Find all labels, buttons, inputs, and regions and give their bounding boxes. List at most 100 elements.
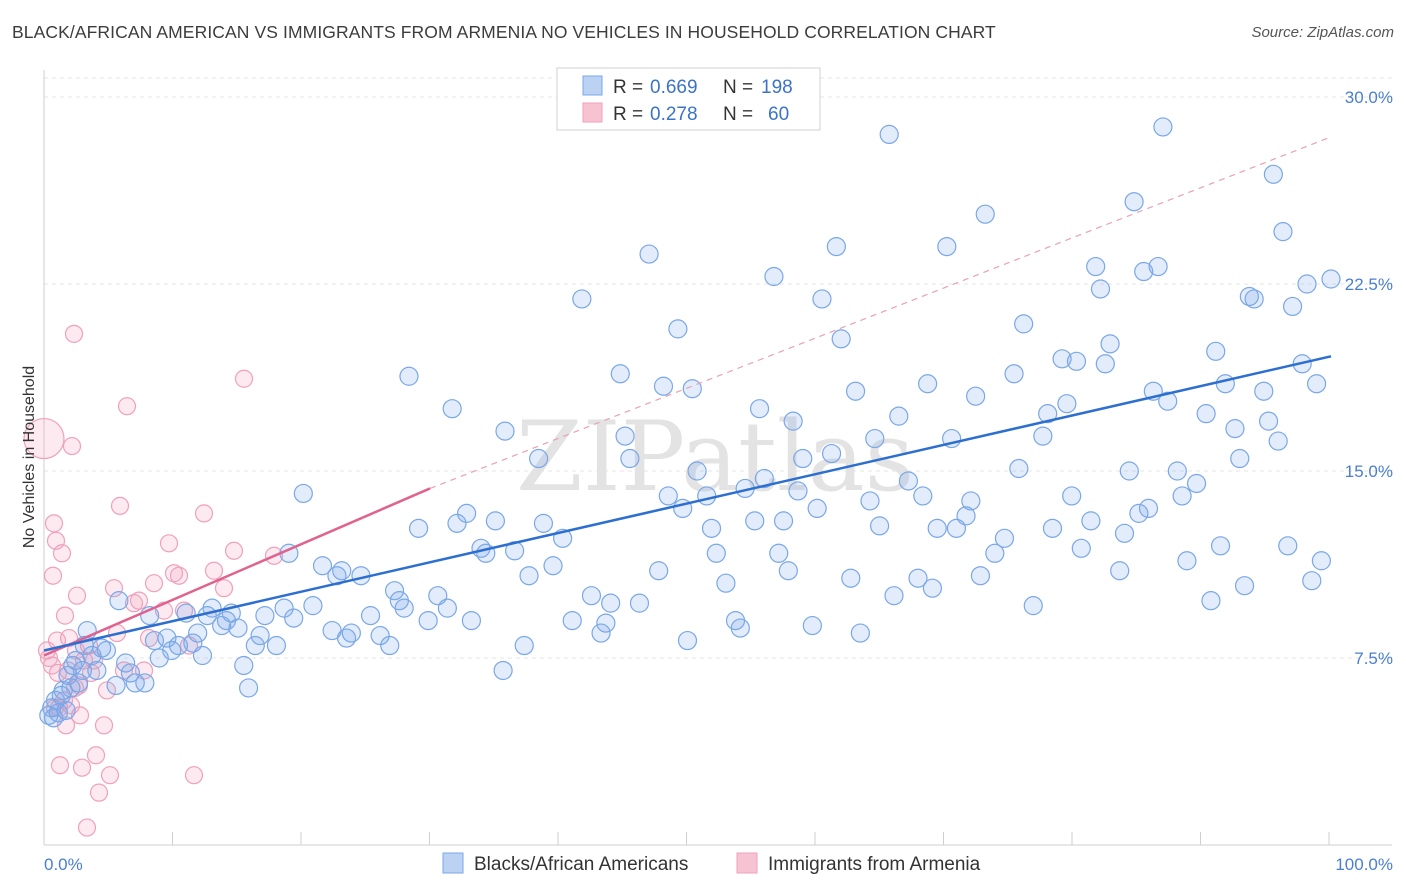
point-armenia <box>64 324 84 343</box>
point-blacks <box>1273 222 1293 242</box>
point-blacks <box>812 289 832 309</box>
point-blacks <box>1038 404 1058 424</box>
point-blacks <box>442 399 462 419</box>
point-armenia <box>214 579 234 598</box>
legend-r-value-1: 0.669 <box>650 77 698 98</box>
point-armenia <box>72 758 92 777</box>
point-blacks <box>1282 296 1303 317</box>
point-blacks <box>773 511 794 531</box>
point-blacks <box>456 503 477 523</box>
point-blacks <box>1186 473 1207 494</box>
point-armenia <box>55 606 75 625</box>
point-blacks <box>898 471 919 491</box>
point-armenia <box>104 579 124 598</box>
point-blacks <box>807 498 827 518</box>
point-blacks <box>332 561 352 581</box>
point-blacks <box>63 655 83 676</box>
point-blacks <box>802 615 822 636</box>
point-blacks <box>1321 269 1341 289</box>
point-blacks <box>53 680 73 701</box>
point-blacks <box>581 586 602 606</box>
point-blacks <box>1095 354 1115 374</box>
point-blacks <box>1066 351 1087 371</box>
point-armenia <box>23 417 65 460</box>
point-blacks <box>293 483 313 504</box>
point-blacks <box>399 366 419 386</box>
point-armenia <box>144 574 164 593</box>
point-blacks <box>461 610 481 631</box>
point-blacks <box>601 593 621 613</box>
point-blacks <box>1278 536 1298 556</box>
point-blacks <box>754 468 774 489</box>
point-blacks <box>514 635 534 656</box>
point-blacks <box>1129 503 1149 523</box>
point-blacks <box>1090 279 1111 299</box>
point-blacks <box>144 630 165 651</box>
point-armenia <box>124 594 144 613</box>
point-blacks <box>437 598 457 618</box>
legend-box: R = 0.669 N = 198 R = 0.278 N = 60 <box>556 67 821 131</box>
point-blacks <box>341 623 361 643</box>
point-blacks <box>788 481 808 501</box>
point-blacks <box>266 635 287 656</box>
point-blacks <box>615 426 635 446</box>
point-blacks <box>125 673 145 693</box>
point-blacks <box>850 623 870 643</box>
point-blacks <box>658 486 678 506</box>
point-blacks <box>360 606 381 626</box>
point-blacks <box>845 381 866 401</box>
point-blacks <box>447 513 467 533</box>
point-blacks <box>1311 551 1331 571</box>
point-blacks <box>162 640 182 661</box>
point-armenia <box>100 766 120 785</box>
point-blacks <box>1052 349 1072 369</box>
point-blacks <box>135 673 155 693</box>
point-armenia <box>43 566 63 585</box>
point-blacks <box>284 608 304 628</box>
legend-swatch-armenia <box>582 102 603 123</box>
trend-armenia-extension <box>429 136 1332 490</box>
point-blacks <box>120 663 141 683</box>
point-blacks <box>1206 341 1226 361</box>
point-blacks <box>168 635 189 656</box>
point-blacks <box>384 581 405 601</box>
x-tick-label: 100.0% <box>1335 855 1393 874</box>
point-blacks <box>927 518 947 538</box>
point-blacks <box>572 289 592 309</box>
point-blacks <box>250 625 270 646</box>
point-blacks <box>274 598 294 618</box>
point-blacks <box>620 448 640 469</box>
point-blacks <box>884 586 904 606</box>
point-blacks <box>106 675 126 696</box>
point-blacks <box>303 596 323 616</box>
point-blacks <box>394 598 414 618</box>
point-blacks <box>234 655 254 676</box>
point-blacks <box>1071 538 1091 558</box>
x-tick-marks <box>172 832 1330 845</box>
point-blacks <box>56 700 76 720</box>
point-armenia <box>184 766 204 785</box>
point-armenia <box>62 436 82 456</box>
point-blacks <box>1215 374 1235 394</box>
point-armenia <box>44 514 64 533</box>
series-armenia-points <box>23 324 284 837</box>
point-blacks <box>82 645 102 666</box>
point-blacks <box>1004 364 1024 384</box>
point-blacks <box>831 329 851 349</box>
point-blacks <box>1263 164 1283 184</box>
point-blacks <box>764 266 784 287</box>
y-tick-label: 30.0% <box>1345 88 1393 107</box>
point-armenia <box>224 541 244 560</box>
point-blacks <box>72 660 93 681</box>
point-armenia <box>110 496 130 516</box>
point-blacks <box>1210 536 1231 556</box>
legend-r-label-2: R = <box>613 104 643 125</box>
point-blacks <box>629 593 650 613</box>
point-blacks <box>745 511 765 531</box>
point-blacks <box>1258 411 1279 431</box>
point-blacks <box>562 610 582 631</box>
bottom-legend-swatch-armenia <box>736 852 758 874</box>
point-blacks <box>1244 289 1264 309</box>
trend-armenia <box>43 487 431 657</box>
